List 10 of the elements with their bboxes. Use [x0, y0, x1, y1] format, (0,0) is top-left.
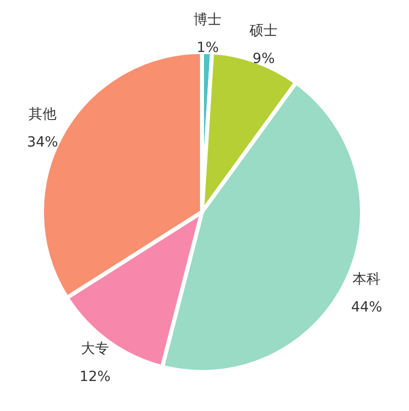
slice-label: 硕士	[248, 22, 278, 39]
data-label: 1%	[196, 40, 219, 56]
data-label: 44%	[351, 299, 382, 316]
slice-label: 大专	[81, 341, 110, 358]
slice-label: 博士	[194, 12, 222, 28]
data-label: 34%	[26, 134, 58, 150]
data-label: 9%	[252, 50, 275, 67]
data-label: 12%	[79, 369, 111, 386]
slice-label: 其他	[28, 106, 57, 122]
slice-label: 本科	[352, 271, 381, 288]
